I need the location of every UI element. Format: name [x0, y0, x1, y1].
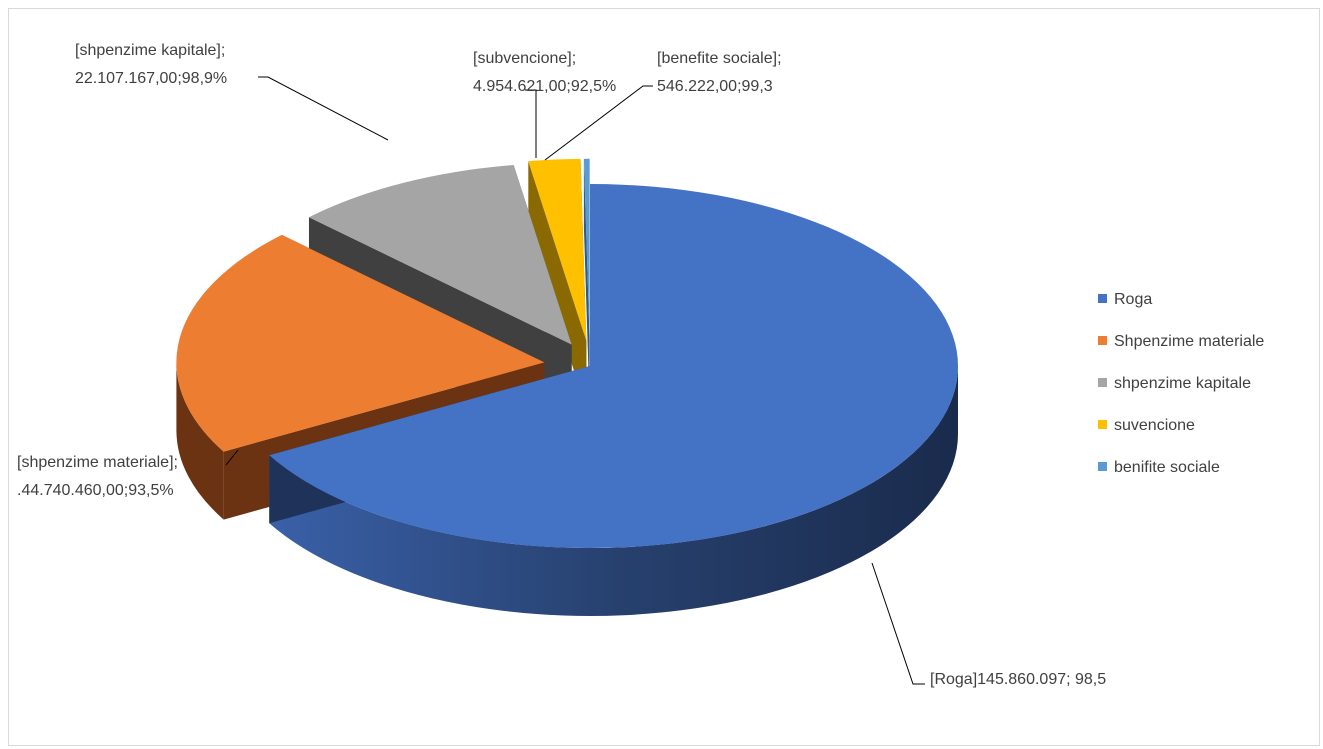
legend-swatch-shpenzime-materiale: [1098, 336, 1107, 345]
data-label-benefite-line1: [benefite sociale];: [657, 50, 782, 67]
data-label-subvencione-line2: 4.954.621,00;92,5%: [473, 78, 616, 95]
data-label-subvencione-line1: [subvencione];: [473, 50, 576, 67]
leader-line-shpenzime-materiale: [225, 449, 239, 466]
legend-label-shpenzime-kapitale: shpenzime kapitale: [1114, 375, 1251, 392]
legend-swatch-roga: [1098, 294, 1107, 303]
leader-line-benifite-sociale: [544, 85, 653, 161]
leader-line-suvencione: [525, 89, 537, 158]
pie-slice-suvencione: [528, 158, 587, 341]
legend-label-shpenzime-materiale: Shpenzime materiale: [1114, 333, 1264, 350]
label-leader-lines: [225, 76, 925, 685]
legend-label-benifite-sociale: benifite sociale: [1114, 459, 1220, 476]
pie-slices: [176, 158, 959, 548]
data-label-material-line2: .44.740.460,00;93,5%: [17, 482, 174, 499]
pie-slice-shpenzime-kapitale: [308, 164, 572, 345]
pie-side-shpenzime-materiale: [176, 362, 224, 520]
pie-slice-shpenzime-materiale: [176, 234, 545, 452]
pie-cut-suvencione-0: [528, 161, 587, 409]
leader-line-roga: [871, 562, 925, 685]
legend-swatch-suvencione: [1098, 420, 1107, 429]
legend-label-suvencione: suvencione: [1114, 417, 1195, 434]
data-label-roga-line1: [Roga]145.860.097; 98,5: [930, 671, 1106, 688]
legend: Roga Shpenzime materiale shpenzime kapit…: [1098, 291, 1264, 476]
data-label-benefite-line2: 546.222,00;99,3: [657, 78, 773, 95]
data-label-material-line1: [shpenzime materiale];: [17, 454, 178, 471]
pie-side-roga: [269, 366, 959, 617]
leader-line-shpenzime-kapitale: [258, 76, 389, 141]
data-label-kapitale-line2: 22.107.167,00;98,9%: [75, 70, 227, 87]
data-label-kapitale-line1: [shpenzime kapitale];: [75, 42, 225, 59]
pie-slice-benifite-sociale: [583, 158, 590, 341]
pie-slice-roga: [269, 184, 959, 548]
legend-label-roga: Roga: [1114, 291, 1152, 308]
legend-swatch-benifite-sociale: [1098, 462, 1107, 471]
pie-cut-benifite-sociale-0: [583, 158, 590, 409]
data-labels: [Roga]145.860.097; 98,5 [shpenzime mater…: [17, 42, 1106, 688]
legend-swatch-shpenzime-kapitale: [1098, 378, 1107, 387]
